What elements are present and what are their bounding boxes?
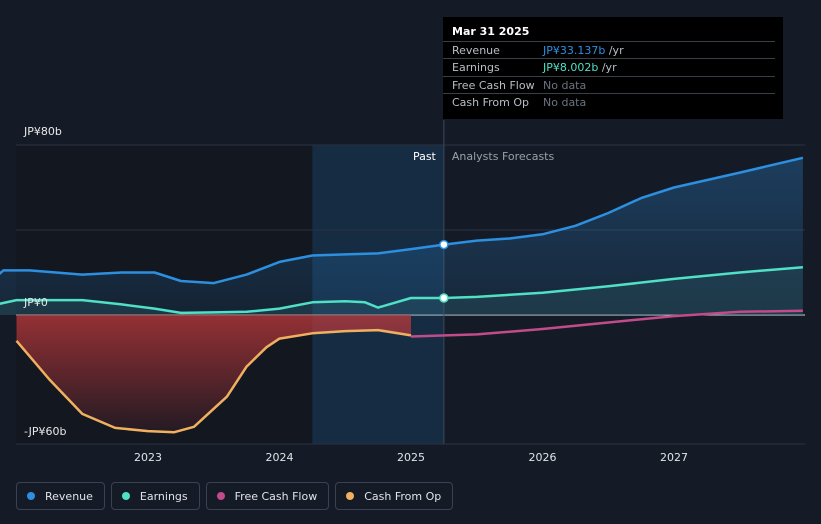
legend-dot-icon: [346, 492, 355, 500]
tooltip-row-revenue: Revenue JP¥33.137b /yr: [443, 41, 775, 59]
tooltip-row-earnings: Earnings JP¥8.002b /yr: [443, 58, 775, 76]
tooltip-row-fcf: Free Cash Flow No data: [443, 76, 775, 94]
revenue-forecast-line: [443, 156, 804, 246]
tooltip-value: JP¥8.002b /yr: [543, 61, 617, 74]
legend-item-cash-from-op[interactable]: Cash From Op: [335, 482, 454, 510]
legend-item-earnings[interactable]: Earnings: [110, 482, 200, 510]
fcf-forecast-line: [410, 309, 803, 338]
cfo-past-line: [15, 328, 412, 434]
legend-label: Cash From Op: [364, 489, 442, 503]
earnings-revenue-chart: 2023 2024 2025 2026 2027 Past Analysts Forec…: [0, 120, 805, 464]
y-tick-label-bottom: -JP¥60b: [24, 425, 67, 438]
revenue-area: [0, 157, 803, 315]
past-label: Past: [413, 150, 437, 163]
earnings-area: [0, 267, 803, 315]
x-tick-label-2027: 2027: [660, 451, 688, 464]
tooltip-label: Free Cash Flow: [452, 79, 535, 92]
tooltip-value: JP¥33.137b /yr: [543, 44, 624, 57]
y-tick-label-zero: JP¥0: [24, 296, 48, 309]
tooltip-value: No data: [543, 96, 587, 109]
earnings-past-line: [0, 296, 444, 315]
tooltip-row-cfo: Cash From Op No data: [443, 93, 775, 111]
data-tooltip: Mar 31 2025 Revenue JP¥33.137b /yr Earni…: [443, 17, 783, 119]
legend-dot-icon: [121, 492, 130, 500]
legend-dot-icon: [27, 492, 35, 500]
legend-label: Revenue: [45, 489, 93, 503]
revenue-past-line: [0, 243, 445, 285]
legend-dot-icon: [216, 492, 225, 500]
tooltip-label: Earnings: [452, 61, 500, 74]
earnings-forecast-line: [443, 265, 804, 300]
x-tick-label-2026: 2026: [529, 451, 557, 464]
legend-label: Free Cash Flow: [234, 489, 318, 503]
tooltip-value: No data: [543, 79, 587, 92]
y-tick-label-top: JP¥80b: [24, 125, 62, 138]
chart-legend: Revenue Earnings Free Cash Flow Cash Fro…: [16, 482, 454, 512]
tooltip-label: Revenue: [452, 44, 500, 57]
forecast-label: Analysts Forecasts: [452, 150, 555, 163]
tooltip-label: Cash From Op: [452, 96, 530, 109]
tooltip-date: Mar 31 2025: [452, 25, 530, 38]
x-tick-label-2025: 2025: [397, 451, 425, 464]
revenue-current-marker: [439, 239, 449, 250]
legend-item-revenue[interactable]: Revenue: [16, 482, 105, 510]
x-tick-label-2023: 2023: [134, 451, 162, 464]
cash-from-op-area: [16, 315, 411, 433]
legend-label: Earnings: [139, 489, 188, 503]
legend-item-free-cash-flow[interactable]: Free Cash Flow: [205, 482, 330, 510]
x-tick-label-2024: 2024: [266, 451, 294, 464]
earnings-current-marker: [439, 293, 449, 303]
